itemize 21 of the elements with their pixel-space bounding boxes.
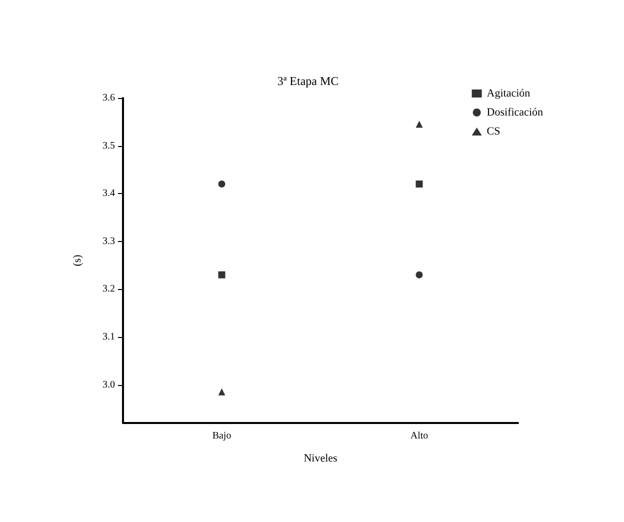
- x-tick-label: Bajo: [212, 430, 232, 442]
- legend-label: Dosificación: [486, 106, 544, 118]
- y-tick-label: 3.5: [102, 140, 115, 152]
- x-axis-title: Niveles: [304, 452, 338, 464]
- point: [416, 271, 423, 278]
- x-tick-label: Alto: [410, 430, 428, 442]
- y-tick-label: 3.2: [102, 284, 115, 295]
- y-tick-label: 3.3: [102, 236, 115, 247]
- point: [218, 180, 226, 188]
- y-tick-label: 3.4: [102, 188, 115, 200]
- y-axis-title: (s): [72, 254, 84, 266]
- point: [416, 120, 423, 128]
- point: [416, 180, 423, 188]
- legend-label: Agitación: [486, 88, 531, 100]
- point: [218, 271, 226, 278]
- chart-title: 3ª Etapa MC: [277, 74, 339, 88]
- legend-label: CS: [486, 126, 500, 138]
- y-tick-label: 3.1: [102, 331, 115, 342]
- point: [218, 388, 226, 396]
- y-tick-label: 3.0: [102, 379, 115, 390]
- y-tick-label: 3.6: [102, 92, 115, 104]
